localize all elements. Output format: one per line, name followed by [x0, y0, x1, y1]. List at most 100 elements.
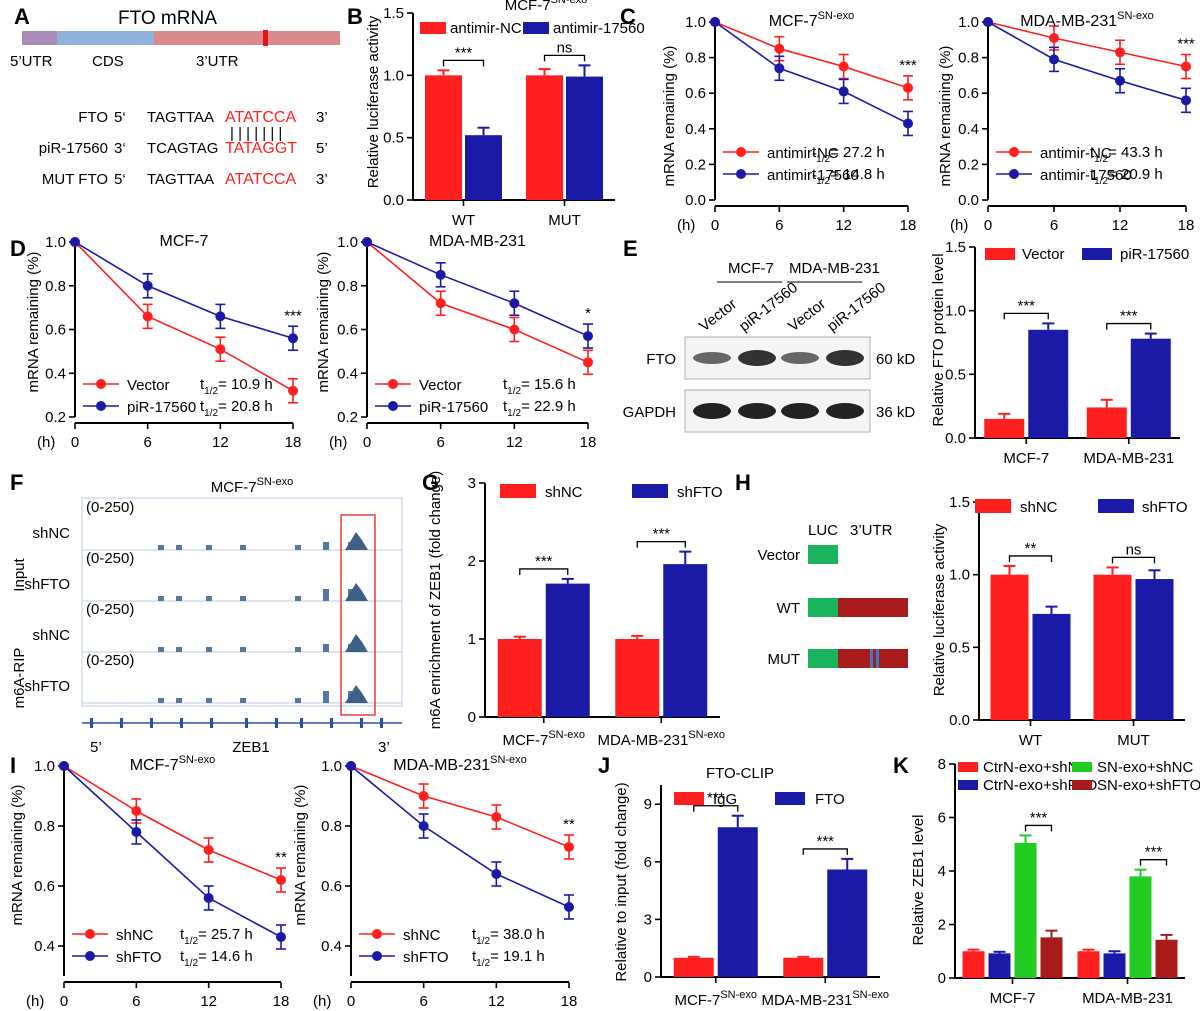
track-peak-zeb1 — [345, 685, 368, 703]
blot-band — [693, 403, 731, 419]
panel-D1-half-life-1-t: t — [200, 376, 205, 393]
seq-pairing-lines: | | | | | | | — [230, 125, 282, 142]
blot-protein-label: GAPDH — [623, 404, 676, 421]
track-peak-zeb1 — [345, 583, 368, 601]
panel-K-legend-swatch — [1072, 780, 1092, 790]
panel-B-x-label: MUT — [548, 212, 581, 229]
panel-K-bar — [962, 951, 985, 978]
panel-D1-x-tick-label: 18 — [285, 434, 302, 451]
panel-I1-half-life-1-sub: 1/2 — [184, 936, 198, 947]
gene-exon — [275, 718, 278, 728]
panel-G-x-label-main: MDA-MB-231 — [597, 732, 688, 749]
panel-B-sig-label: *** — [455, 44, 473, 61]
panel-G-y-tick-label: 3 — [468, 475, 476, 492]
panel-B-legend-swatch — [420, 22, 446, 34]
gene-3prime: 3’ — [378, 739, 390, 756]
panel-D1-half-life-1-val: = 10.9 h — [218, 376, 273, 393]
panel-K-y-tick-label: 0 — [938, 970, 946, 987]
panel-K-sig-bracket — [1024, 824, 1053, 832]
panel-G-bar — [615, 639, 660, 717]
panel-C1-x-tick-label: 18 — [900, 217, 917, 234]
track-peak — [176, 698, 182, 703]
panel-G-x-label-sup: SN-exo — [688, 729, 725, 741]
seq-row-prefix: 3‘ — [114, 140, 126, 157]
panel-J-x-label-sup: SN-exo — [720, 989, 757, 1001]
track-peak — [323, 589, 329, 601]
panel-C1-half-life-2-sub: 1/2 — [816, 176, 830, 187]
track-frame — [81, 497, 403, 707]
panel-C1-half-life-1: t1/2= 27.2 h — [812, 144, 885, 165]
panel-C2-legend-marker — [1009, 147, 1019, 157]
panel-C2-y-tick-label: 0.4 — [958, 121, 979, 138]
panel-D2-point — [509, 324, 520, 335]
panel-K-x-label: MDA-MB-231 — [1082, 990, 1173, 1007]
panel-D1-legend-label: piR-17560 — [127, 399, 196, 416]
panel-I2-sig-label: ** — [563, 816, 575, 833]
panel-C1-legend-label: antimir-NC — [767, 145, 839, 162]
panel-I2-point — [346, 761, 356, 771]
panel-D1-legend-marker — [96, 401, 106, 411]
panel-J-x-label: MDA-MB-231SN-exo — [761, 989, 889, 1009]
panel-H-bar — [990, 574, 1029, 720]
panel-C2-half-life-1-sub: 1/2 — [1094, 154, 1108, 165]
panel-D2-legend-label: piR-17560 — [419, 399, 488, 416]
seq-row-name: MUT FTO — [42, 171, 108, 188]
panel-J-ylabel: Relative to input (fold change) — [613, 782, 630, 981]
panel-J-bar — [673, 957, 714, 977]
panel-B-sig-label: ns — [557, 39, 573, 56]
panel-I2-half-life-2-val: = 19.1 h — [490, 948, 545, 965]
panel-D1-x-tick-label: 6 — [143, 434, 151, 451]
panel-I1-half-life-2-t: t — [180, 948, 185, 965]
panel-K-ylabel: Relative ZEB1 level — [910, 815, 927, 946]
panel-D1-y-tick-label: 0.6 — [45, 322, 66, 339]
panel-H-sig-bracket — [1008, 555, 1053, 562]
panel-E-y-tick-label: 1.5 — [945, 239, 966, 256]
binding-site-mark — [263, 30, 268, 46]
track-peak — [206, 647, 212, 652]
blot-protein-label: FTO — [646, 351, 676, 368]
panel-J-x-label-sup: SN-exo — [852, 989, 889, 1001]
panel-I2-half-life-1: t1/2= 38.0 h — [472, 926, 545, 947]
panel-H-x-label: WT — [1019, 732, 1042, 749]
panel-H-y-tick-label: 0.5 — [949, 639, 970, 656]
panel-D1-legend-label: Vector — [127, 377, 170, 394]
track-peak — [158, 698, 164, 703]
panel-C1-sig-label: *** — [899, 57, 917, 74]
panel-C2-point — [983, 17, 993, 27]
panel-C1-half-life-1-t: t — [812, 144, 817, 161]
panel-D2-series-line — [366, 241, 589, 364]
construct-name: MUT — [768, 651, 801, 668]
panel-I1-half-life-2-val: = 14.6 h — [198, 948, 253, 965]
blot-group-label: MCF-7 — [728, 260, 774, 277]
panel-I1-half-life-2-sub: 1/2 — [184, 958, 198, 969]
panel-I1-x-tick-label: 12 — [200, 993, 217, 1010]
gene-exon — [380, 718, 383, 728]
panel-J-x-label-main: MCF-7 — [674, 992, 720, 1009]
track-peak — [176, 545, 182, 550]
blot-lane-label: piR-17560 — [824, 279, 889, 335]
panel-B-ylabel: Relative luciferase activity — [365, 15, 382, 188]
panel-I1-legend-marker — [85, 929, 95, 939]
panel-C1-half-life-2: t1/2= 14.8 h — [812, 166, 885, 187]
panel-D2-x-tick-label: 18 — [580, 434, 597, 451]
panel-C2-title-main: MDA-MB-231 — [1020, 13, 1117, 30]
panel-C2-series-line — [987, 21, 1187, 68]
panel-I2-half-life-2-t: t — [472, 948, 477, 965]
panel-C2-half-life-2-sub: 1/2 — [1094, 176, 1108, 187]
panel-C2-title-sup: SN-exo — [1117, 10, 1154, 22]
panel-I1-title-sup: SN-exo — [179, 754, 216, 766]
panel-C1-legend-label: antimir-17560 — [767, 167, 859, 184]
track-group-input: Input — [11, 557, 28, 591]
panel-G-sig-bracket — [519, 568, 569, 575]
panel-E-y-tick-label: 1.0 — [945, 303, 966, 320]
panel-C2-y-tick-label: 0.2 — [958, 156, 979, 173]
panel-I1-sig-label: ** — [275, 849, 287, 866]
panel-H-legend-label: shFTO — [1142, 499, 1188, 516]
panel-H-x-label: MUT — [1117, 732, 1150, 749]
panel-I1-series-line — [63, 765, 282, 881]
gene-5prime: 5’ — [90, 739, 102, 756]
panel-D1-y-tick-label: 0.4 — [45, 365, 66, 382]
panel-D1-title-main: MCF-7 — [160, 233, 209, 250]
panel-G-x-label: MCF-7SN-exo — [502, 729, 585, 749]
panel-G-legend-swatch — [500, 484, 536, 498]
